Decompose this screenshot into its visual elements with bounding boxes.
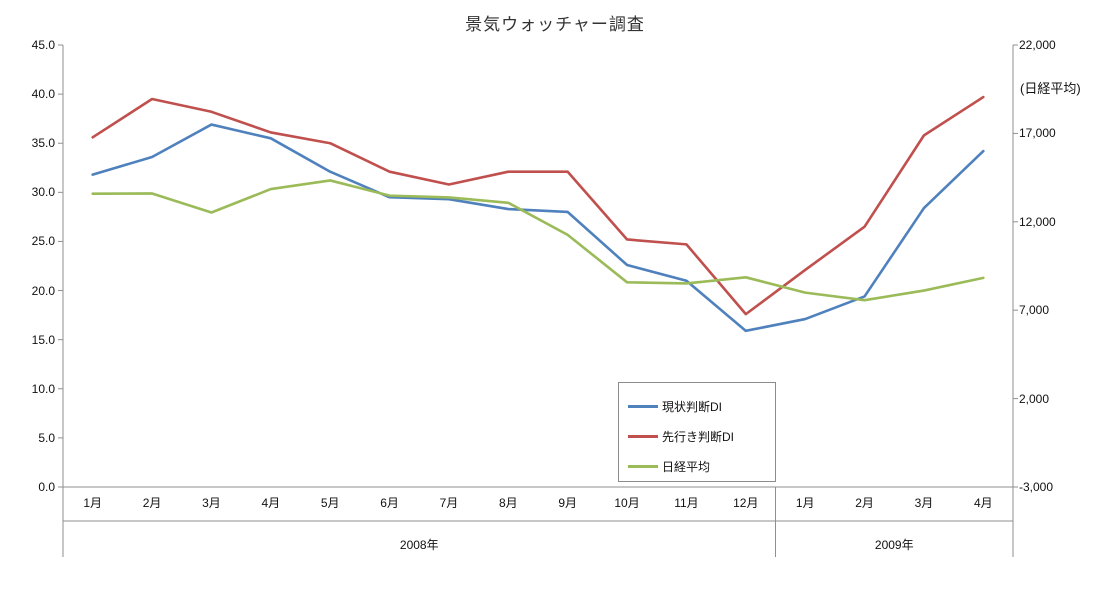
x-axis-year-label: 2009年 [874,538,914,552]
legend-item-nikkei: 日経平均 [628,453,775,479]
x-axis-month-label: 11月 [674,496,699,510]
legend-item-current-di: 現状判断DI [628,393,775,419]
x-axis-month-label: 10月 [614,496,640,510]
x-axis-year-label: 2008年 [399,538,439,552]
x-axis-month-label: 4月 [973,496,993,510]
x-axis-month-label: 2月 [855,496,874,510]
series-line-現状判断DI [91,123,985,333]
left-axis-label: 40.0 [31,87,55,102]
series-line-先行き判断DI [91,95,985,316]
right-axis-label: -3,000 [1019,480,1054,494]
x-axis-month-label: 1月 [83,496,103,510]
x-axis-month-label: 4月 [261,496,281,510]
right-axis-label: 2,000 [1019,391,1050,406]
legend-label: 現状判断DI [662,399,723,414]
x-axis-month-label: 12月 [733,496,759,510]
left-axis-label: 15.0 [31,332,55,347]
x-axis-month-label: 3月 [914,496,934,510]
x-axis-month-label: 2月 [142,496,162,510]
legend: 現状判断DI 先行き判断DI 日経平均 [618,382,776,482]
series-line-日経平均 [91,179,985,302]
right-axis-label: 22,000 [1019,38,1056,52]
x-axis-month-label: 8月 [498,496,518,510]
left-axis-label: 45.0 [31,38,55,52]
x-axis-month-label: 5月 [320,496,340,510]
legend-line-sample [628,464,658,468]
chart-title: 景気ウォッチャー調査 [465,15,645,34]
legend-line-sample [628,404,658,408]
right-axis-label: 12,000 [1019,214,1056,229]
left-axis-label: 20.0 [31,283,55,298]
legend-line-sample [628,434,658,438]
x-axis-month-label: 3月 [202,496,221,510]
left-axis-label: 5.0 [38,430,55,445]
left-axis-label: 30.0 [31,185,55,200]
left-axis-label: 25.0 [31,234,55,249]
legend-label: 先行き判断DI [662,429,735,444]
left-axis-label: 10.0 [31,381,55,396]
x-axis-month-label: 7月 [439,496,459,510]
left-axis-label: 0.0 [38,480,55,494]
left-axis-label: 35.0 [31,136,55,151]
x-axis-month-label: 9月 [558,496,578,510]
x-axis-month-label: 6月 [380,496,399,510]
right-axis-title: (日経平均) [1020,81,1081,96]
right-axis-label: 7,000 [1019,303,1050,318]
legend-item-outlook-di: 先行き判断DI [628,423,775,449]
legend-label: 日経平均 [662,459,711,474]
right-axis-label: 17,000 [1019,126,1056,141]
x-axis-month-label: 1月 [795,496,815,510]
